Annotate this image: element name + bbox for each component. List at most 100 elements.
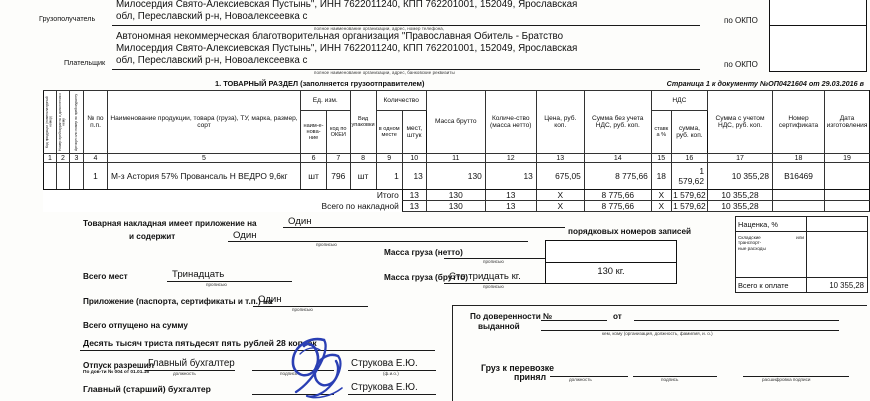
chief-accountant-label: Главный (старший) бухгалтер (83, 384, 211, 394)
proxy-box (452, 305, 867, 401)
attachment-rule (253, 306, 368, 307)
chief-accountant-signature-rule (252, 394, 334, 395)
expenses-label-3: ные расходы (738, 245, 766, 251)
proxy-issued-rule (541, 330, 839, 331)
proxy-label-no: По доверенности № (470, 312, 553, 321)
expenses-label-group: Складские транспорт- ные расходы или (736, 232, 807, 277)
col-header-7: код по ОКЕИ (326, 110, 351, 154)
total-places-itogo: 13 (401, 189, 427, 201)
cell-row-no: 1 (83, 162, 108, 190)
release-position-rule (145, 370, 235, 371)
appendix-sheets-value[interactable]: Один (233, 230, 257, 241)
total-places-value[interactable]: Тринадцать (172, 269, 225, 280)
proxy-label-issued: выданной (478, 322, 520, 331)
col-header-17: Сумма с учетом НДС, руб. коп. (707, 90, 773, 154)
proxy-label-from: от (613, 312, 622, 321)
col-header-13: Цена, руб. коп. (535, 90, 585, 154)
goods-table: Код продукции (номенклатурный номер) Ном… (43, 89, 870, 212)
cargo-decoded-rule (743, 376, 849, 377)
consignee-label: Грузополучатель (39, 14, 96, 23)
cell-unit-name: шт (299, 162, 328, 190)
attachment-value[interactable]: Один (258, 294, 282, 305)
colnum-11: 11 (425, 153, 486, 163)
total-vat-rate-vsego: X (650, 200, 672, 212)
colnum-6: 6 (299, 153, 328, 163)
total-mass-itogo: 130 (425, 189, 486, 201)
payer-okpo-box[interactable] (769, 25, 867, 72)
expenses-label-1: Складские (738, 235, 761, 240)
appendix-records-value[interactable]: Один (288, 216, 312, 227)
col-header-19: Дата изготовления (824, 90, 870, 154)
cell-price: 675,05 (535, 162, 585, 190)
total-sum-no-vat-vsego: 8 775,66 (583, 200, 652, 212)
payer-line-1: Автономная некоммерческая благотворитель… (116, 31, 564, 42)
attachment-label: Приложение (паспорта, сертификаты и т.п.… (83, 297, 273, 306)
cell-qty-net: 13 (484, 162, 537, 190)
col-header-10: мест, штук (401, 110, 427, 154)
total-cert-itogo (772, 189, 825, 201)
cell-qty-in-place: 1 (375, 162, 403, 190)
appendix-sheets-rule (228, 241, 528, 242)
markup-value[interactable] (807, 217, 867, 231)
release-name-rule (348, 370, 436, 371)
cell-pack-type: шт (349, 162, 377, 190)
total-price-vsego: X (535, 200, 585, 212)
colnum-4: 4 (83, 153, 108, 163)
total-price-itogo: X (535, 189, 585, 201)
total-vat-sum-vsego: 1 579,62 (670, 200, 709, 212)
table-row[interactable]: 1 М-з Астория 57% Провансаль Н ВЕДРО 9,6… (43, 162, 870, 190)
header-block: Милосердия Свято-Алексиевская Пустынь", … (0, 0, 870, 78)
payer-caption: полное наименование организации, адрес, … (314, 70, 455, 75)
release-position[interactable]: Главный бухгалтер (148, 358, 235, 369)
col-header-14: Сумма без учета НДС, руб. коп. (583, 90, 652, 154)
cell-okei: 796 (326, 162, 351, 190)
expenses-value[interactable] (807, 232, 867, 277)
proxy-no-rule (541, 320, 607, 321)
release-name[interactable]: Струкова Е.Ю. (351, 358, 418, 369)
consignee-line-2: обл, Переславский р-н, Новоалексеевка с (116, 11, 308, 22)
cell-mass-gross: 130 (425, 162, 486, 190)
payer-rule (112, 68, 700, 70)
colnum-8: 8 (349, 153, 377, 163)
total-sum-with-vat-vsego: 10 355,28 (707, 200, 773, 212)
release-signature-caption: подпись (280, 371, 298, 376)
mass-gross-value[interactable]: Сто тридцать кг. (449, 271, 521, 282)
cell-pricelist (56, 162, 70, 190)
colnum-16: 16 (670, 153, 709, 163)
mass-gross-box[interactable]: 130 кг. (545, 240, 677, 284)
cell-vat-sum: 1 579,62 (670, 162, 709, 190)
colnum-7: 7 (326, 153, 351, 163)
attachment-caption: прописью (292, 307, 313, 312)
colnum-1: 1 (43, 153, 57, 163)
section-title: 1. ТОВАРНЫЙ РАЗДЕЛ (заполняется грузоотп… (215, 79, 425, 88)
consignee-okpo-label: по ОКПО (724, 16, 758, 25)
colnum-14: 14 (583, 153, 652, 163)
expenses-label-2: транспорт- (738, 240, 762, 246)
release-label: Отпуск разрешил (83, 361, 154, 370)
cargo-position-rule (550, 376, 628, 377)
chief-accountant-name[interactable]: Струкова Е.Ю. (351, 382, 418, 393)
page-reference: Страница 1 к документу №ОП0421604 от 29.… (666, 79, 864, 88)
total-label-itogo: Итого (376, 190, 399, 201)
colnum-18: 18 (772, 153, 825, 163)
col-header-4: № по п.п. (83, 90, 108, 154)
cell-vat-rate: 18 (650, 162, 672, 190)
total-places-caption: прописью (206, 282, 227, 287)
release-note: По дов-ти № 004 от 01.01.16 (83, 370, 150, 375)
expenses-row: Складские транспорт- ные расходы или (736, 232, 867, 278)
col-header-3: Артикул или номер по прейскуранту (73, 93, 78, 151)
table-sub-header-row: наим-е-нова-ние код по ОКЕИ в одном мест… (44, 110, 870, 154)
total-places-label: Всего мест (83, 272, 128, 281)
group-header-unit: Ед. изм. (300, 89, 351, 112)
released-sum-value[interactable]: Десять тысяч триста пятьдесят пять рубле… (83, 338, 317, 348)
mass-gross-caption: прописью (483, 284, 504, 289)
release-position-caption: должность (173, 371, 196, 376)
mass-gross-label: Масса груза (брутто) (384, 273, 469, 282)
side-totals-box: Наценка, % Складские транспорт- ные расх… (735, 216, 868, 293)
col-header-5: Наименование продукции, товара (груза), … (107, 90, 301, 154)
consignee-okpo-box[interactable] (769, 0, 867, 27)
cargo-signature-caption: подпись (661, 377, 679, 382)
consignee-caption: полное наименование организации, адрес, … (314, 26, 445, 31)
colnum-5: 5 (107, 153, 301, 163)
